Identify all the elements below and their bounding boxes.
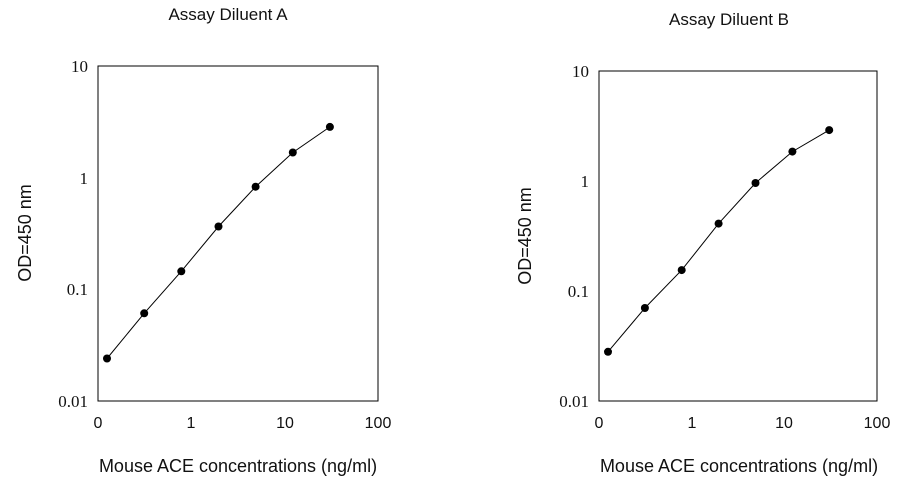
chart-assay-diluent-a: Assay Diluent A 10 1 0.1 0.01 0 1 10 100…	[15, 5, 391, 476]
x-tick-label: 10	[276, 415, 294, 432]
data-point	[103, 354, 111, 363]
series-marks	[604, 126, 834, 356]
data-point	[251, 182, 260, 191]
x-tick-label: 1	[688, 415, 697, 432]
data-point	[714, 219, 723, 228]
x-tick-label: 100	[864, 415, 891, 432]
y-axis-label: OD=450 nm	[15, 184, 35, 282]
chart-title: Assay Diluent A	[168, 5, 288, 24]
y-tick-label: 0.01	[559, 392, 589, 411]
y-tick-label: 0.01	[58, 392, 88, 411]
data-point	[825, 126, 834, 135]
x-axis-label: Mouse ACE concentrations (ng/ml)	[600, 456, 878, 476]
y-tick-label: 10	[71, 57, 88, 76]
series-marks	[103, 122, 334, 363]
x-axis-label: Mouse ACE concentrations (ng/ml)	[99, 456, 377, 476]
y-axis-label: OD=450 nm	[515, 187, 535, 285]
y-tick-label: 0.1	[67, 280, 88, 299]
data-point	[788, 147, 797, 156]
data-point	[640, 304, 649, 312]
data-point	[214, 222, 223, 231]
data-point	[140, 309, 149, 318]
plot-frame	[598, 70, 878, 402]
y-tick-label: 1	[80, 169, 89, 188]
chart-title: Assay Diluent B	[669, 10, 789, 29]
y-tick-label: 10	[572, 62, 589, 81]
data-point	[604, 347, 612, 356]
data-point	[288, 148, 297, 157]
x-tick-label: 0	[94, 415, 103, 432]
x-tick-label: 1	[187, 415, 196, 432]
x-tick-label: 100	[365, 415, 392, 432]
data-point	[677, 266, 686, 275]
data-point	[325, 122, 334, 131]
series-line	[607, 129, 830, 353]
x-tick-label: 0	[595, 415, 604, 432]
chart-assay-diluent-b: Assay Diluent B 10 1 0.1 0.01 0 1 10 100…	[515, 10, 890, 476]
y-tick-label: 1	[581, 172, 590, 191]
series-line	[106, 126, 331, 359]
data-point	[177, 267, 186, 276]
plot-frame	[97, 65, 379, 402]
x-tick-label: 10	[775, 415, 793, 432]
y-tick-label: 0.1	[568, 282, 589, 301]
data-point	[751, 179, 760, 187]
